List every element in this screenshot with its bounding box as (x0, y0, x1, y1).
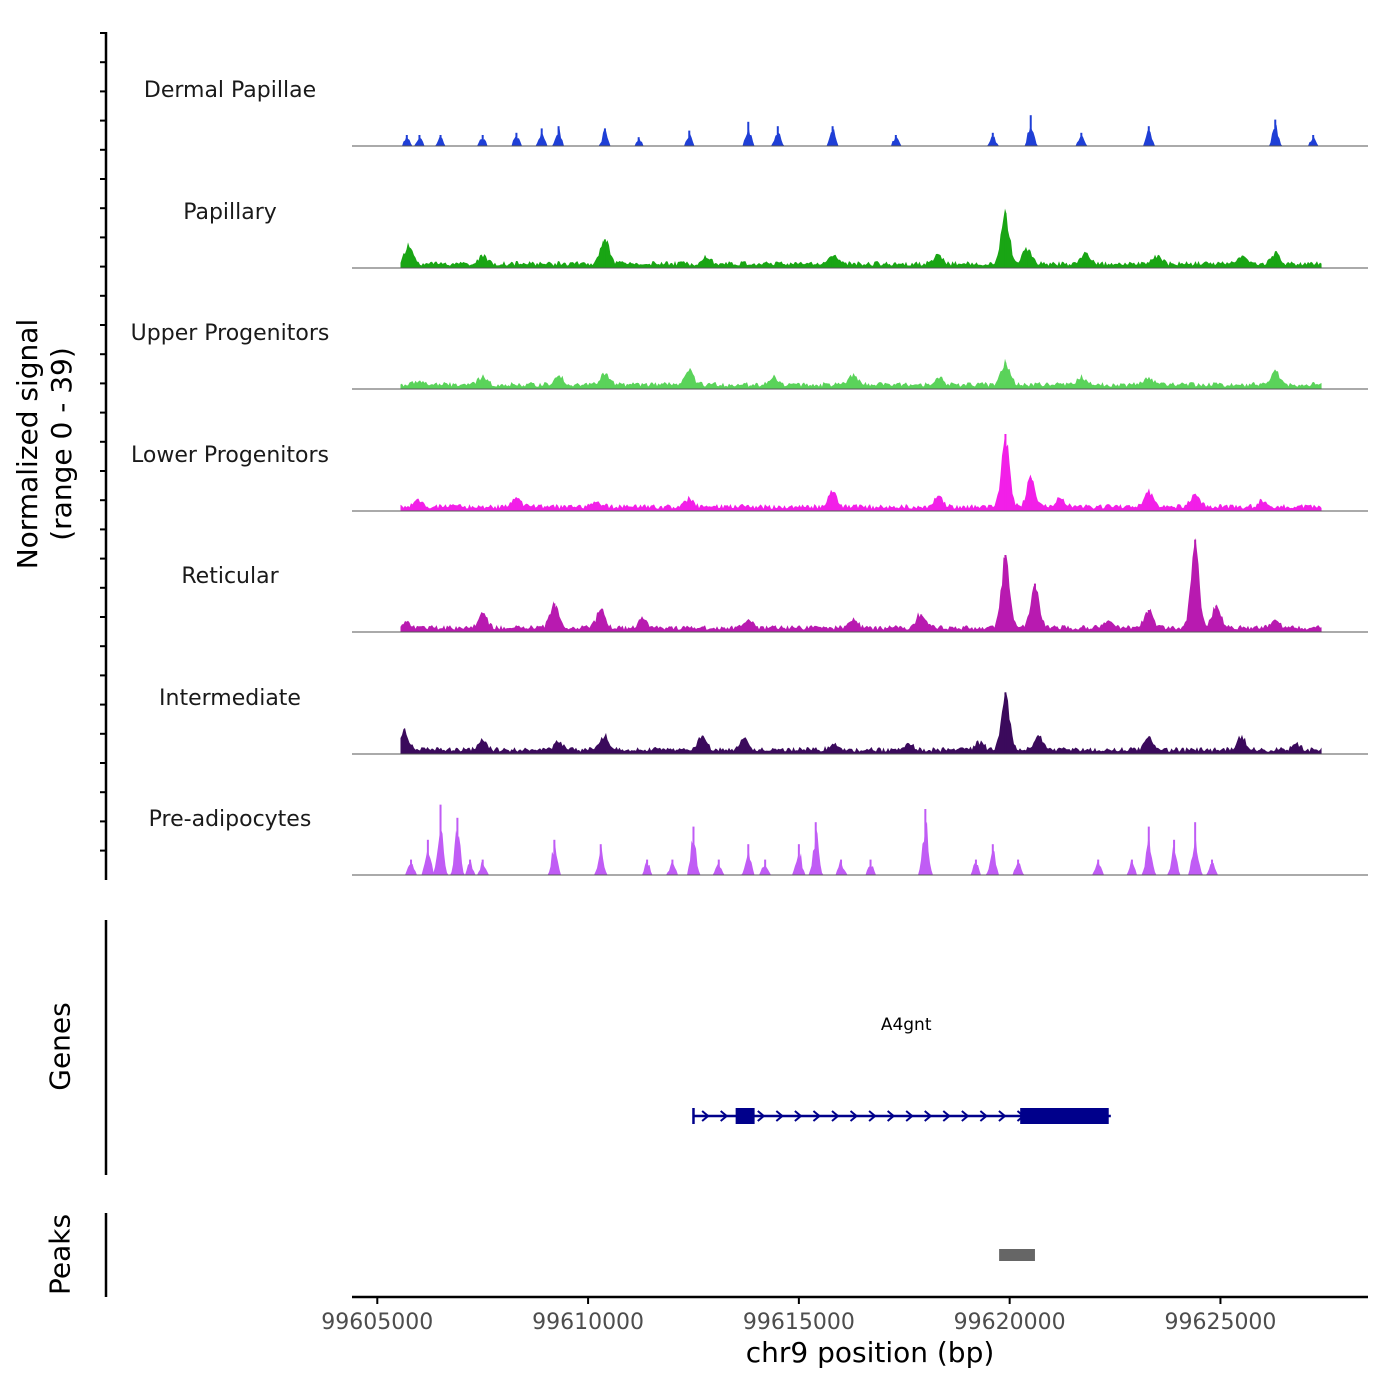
track-upper-progenitors (352, 358, 1368, 390)
track-label-papillary: Papillary (183, 200, 277, 225)
coverage-area (400, 208, 1322, 268)
track-lower-progenitors (352, 434, 1368, 512)
genes-panel-label: Genes (43, 1002, 77, 1091)
strand-arrow (849, 1110, 859, 1122)
y-axis-title-line2: (range 0 - 39) (45, 347, 78, 541)
x-tick-label: 99605000 (321, 1310, 433, 1335)
coverage-area (400, 691, 1322, 754)
strand-arrow (868, 1110, 877, 1122)
x-axis-title: chr9 position (bp) (745, 1336, 995, 1369)
track-label-upper-progenitors: Upper Progenitors (130, 321, 330, 346)
track-label-reticular: Reticular (181, 564, 279, 589)
coverage-area (400, 435, 1322, 511)
y-axis-title-line1: Normalized signal (11, 318, 44, 570)
track-label-dermal-papillae: Dermal Papillae (143, 78, 317, 103)
strand-arrow (794, 1110, 803, 1122)
strand-arrow (757, 1110, 766, 1122)
gene-exon (1020, 1108, 1109, 1124)
gene-name-label: A4gnt (881, 1015, 932, 1035)
track-label-intermediate: Intermediate (159, 686, 301, 711)
y-axis-title: Normalized signal (range 0 - 39) (11, 224, 79, 664)
coverage-area (400, 358, 1322, 389)
peaks-panel-label: Peaks (43, 1213, 77, 1296)
strand-arrow (979, 1110, 988, 1122)
track-reticular (352, 537, 1368, 633)
coverage-area (400, 124, 1322, 146)
peak-region (999, 1249, 1035, 1261)
strand-arrow (961, 1110, 970, 1122)
strand-arrow (905, 1110, 914, 1122)
strand-arrow (720, 1110, 729, 1122)
coverage-area (400, 537, 1322, 632)
strand-arrow (998, 1110, 1007, 1122)
strand-arrow (812, 1110, 821, 1122)
strand-arrow (942, 1110, 951, 1122)
strand-arrow (775, 1110, 784, 1122)
track-papillary (352, 208, 1368, 269)
strand-arrow (886, 1110, 896, 1122)
x-tick-label: 99615000 (743, 1310, 855, 1335)
track-pre-adipocytes (352, 804, 1368, 876)
track-label-lower-progenitors: Lower Progenitors (131, 443, 329, 468)
strand-arrow (831, 1110, 840, 1122)
track-intermediate (352, 691, 1368, 755)
strand-arrow (701, 1110, 710, 1122)
track-label-pre-adipocytes: Pre-adipocytes (148, 807, 312, 832)
x-tick-label: 99620000 (954, 1310, 1066, 1335)
x-tick-label: 99625000 (1164, 1310, 1276, 1335)
coverage-area (400, 821, 1322, 875)
track-dermal-papillae (352, 115, 1368, 147)
gene-a4gnt: A4gnt (692, 1015, 1111, 1124)
x-tick-label: 99610000 (532, 1310, 644, 1335)
gene-exon (735, 1108, 755, 1124)
strand-arrow (924, 1110, 933, 1122)
